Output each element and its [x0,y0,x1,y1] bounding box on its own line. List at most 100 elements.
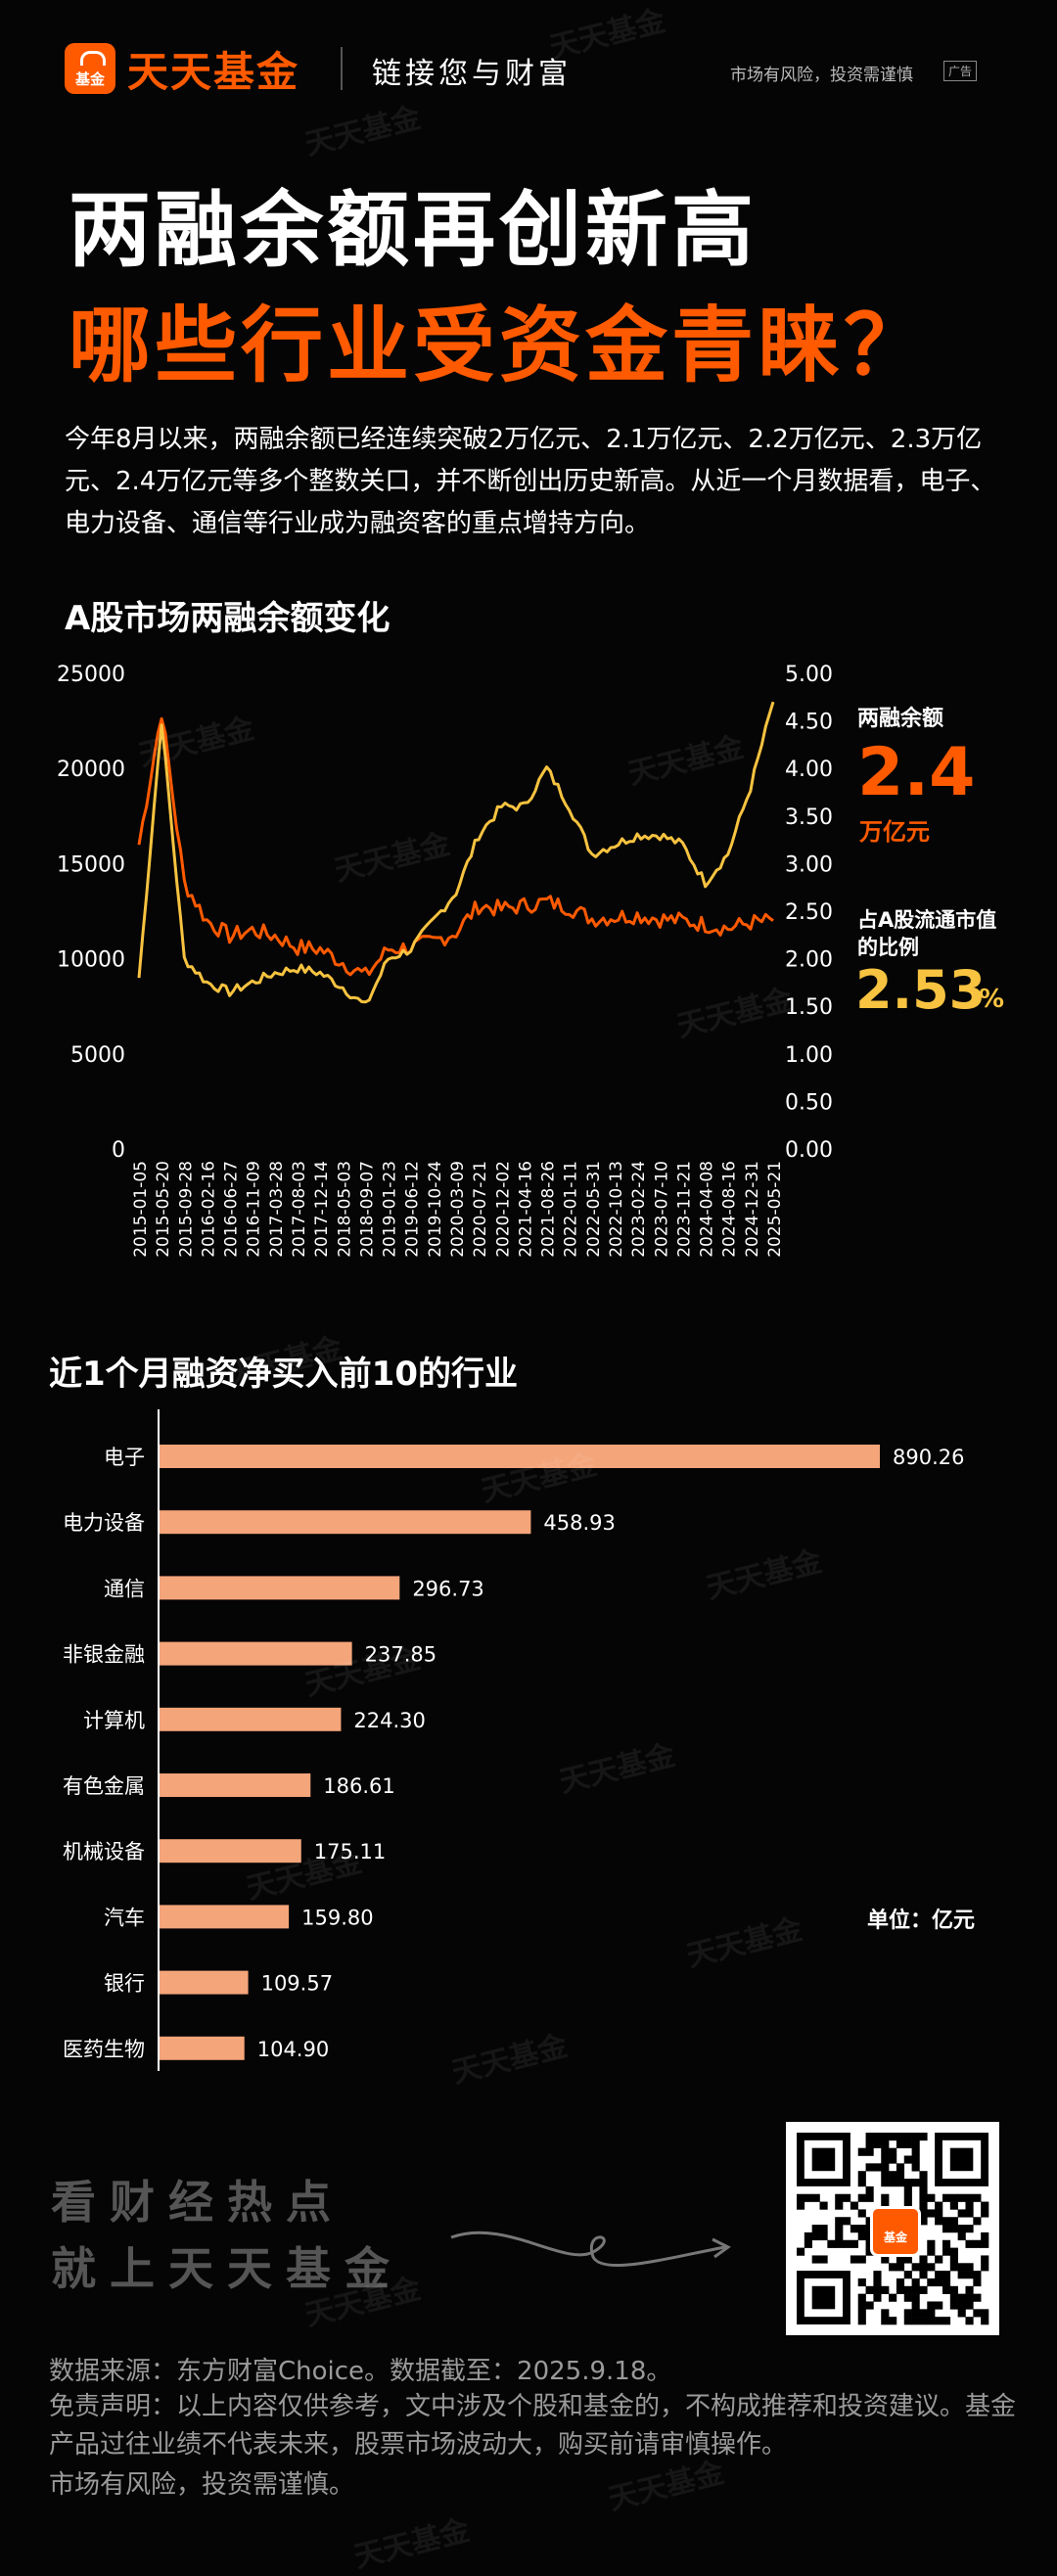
qr-module [965,2239,974,2248]
qr-module [873,2139,882,2148]
qr-module [865,2301,874,2310]
qr-module [896,2171,905,2180]
qr-module [843,2193,851,2202]
qr-module [911,2301,920,2310]
qr-module [981,2239,989,2248]
qr-module [881,2133,890,2141]
qr-module [919,2179,928,2187]
qr-module [881,2317,890,2325]
qr-code[interactable]: 基金 [786,2122,999,2335]
qr-module [865,2139,874,2148]
qr-module [919,2285,928,2294]
qr-module [889,2171,897,2180]
qr-module [896,2285,905,2294]
qr-module [865,2239,874,2248]
qr-module [873,2133,882,2141]
qr-module [919,2171,928,2180]
qr-module [973,2277,982,2287]
x-tick-label: 2016-06-27 [222,1161,242,1258]
qr-module [881,2255,890,2264]
qr-module [935,2317,943,2325]
qr-module [911,2263,920,2272]
qr-module [965,2301,974,2310]
qr-module [957,2293,966,2302]
bar-4 [160,1707,342,1731]
brand-name: 天天基金 [127,48,300,96]
qr-module [881,2139,890,2148]
qr-module [827,2239,836,2248]
qr-module [942,2193,951,2202]
qr-module [865,2147,874,2156]
headline: 两融余额再创新高 [69,182,758,278]
qr-module [942,2217,951,2226]
qr-module [857,2193,866,2202]
qr-module [857,2209,866,2218]
qr-module [865,2185,874,2195]
bar-value-label: 175.11 [314,1840,386,1863]
y-right-tick-label: 4.50 [785,711,833,735]
bar-2 [160,1576,400,1600]
qr-module [973,2309,982,2318]
qr-module [865,2225,874,2233]
qr-module [927,2309,936,2318]
watermark-text: 天天基金 [350,2512,474,2575]
qr-module [873,2271,882,2279]
qr-module [865,2231,874,2241]
qr-module [903,2201,912,2210]
qr-module [896,2133,905,2141]
bar-value-label: 109.57 [261,1972,333,1996]
qr-module [927,2193,936,2202]
qr-module [957,2301,966,2310]
qr-module [981,2317,989,2325]
qr-module [889,2155,897,2164]
qr-module [965,2285,974,2294]
x-tick-label: 2019-01-23 [381,1161,400,1258]
qr-module [896,2277,905,2287]
qr-module [819,2255,828,2264]
intro-paragraph: 今年8月以来，两融余额已经连续突破2万亿元、2.1万亿元、2.2万亿元、2.3万… [65,425,996,538]
qr-module [850,2201,859,2210]
qr-module [942,2317,951,2325]
ratio-value: 2.53 [855,959,987,1021]
qr-module [957,2209,966,2218]
qr-module [935,2271,943,2279]
qr-module [889,2317,897,2325]
industry-net-buy-bar-chart: 电子 890.26 电力设备 458.93 通信 296.73 非银金融 237.85 计算机 2… [63,1409,964,2071]
qr-module [865,2133,874,2141]
qr-module [857,2147,866,2156]
qr-module [903,2179,912,2187]
qr-module [873,2277,882,2287]
qr-module [949,2225,958,2233]
qr-module [797,2247,805,2256]
qr-module [949,2193,958,2202]
bar-value-label: 104.90 [257,2038,329,2061]
qr-module [965,2225,974,2233]
y-right-tick-label: 2.00 [785,948,833,973]
x-tick-label: 2023-07-10 [652,1161,671,1258]
risk-notice: 市场有风险，投资需谨慎 [730,66,913,85]
qr-module [865,2285,874,2294]
qr-module [857,2317,866,2325]
qr-module [965,2271,974,2279]
bar-value-label: 237.85 [365,1643,437,1667]
qr-module [949,2247,958,2256]
bar-6 [160,1839,301,1863]
x-tick-label: 2017-08-03 [290,1161,309,1258]
qr-module [881,2309,890,2318]
qr-module [857,2179,866,2187]
qr-module [927,2301,936,2310]
disclaimer: 免责声明：以上内容仅供参考，文中涉及个股和基金的，不构成推荐和投资建议。基金产品… [49,2392,1017,2460]
qr-module [835,2193,844,2202]
y-right-tick-label: 0.00 [785,1138,833,1163]
qr-module [942,2277,951,2287]
qr-module [903,2271,912,2279]
qr-module [857,2293,866,2302]
x-tick-label: 2022-05-31 [584,1161,604,1258]
arrow-icon [450,2231,731,2268]
qr-module [957,2193,966,2202]
qr-module [973,2239,982,2248]
x-tick-label: 2015-01-05 [131,1161,151,1258]
qr-module [981,2209,989,2218]
qr-module [965,2263,974,2272]
qr-logo-text: 基金 [883,2231,907,2244]
